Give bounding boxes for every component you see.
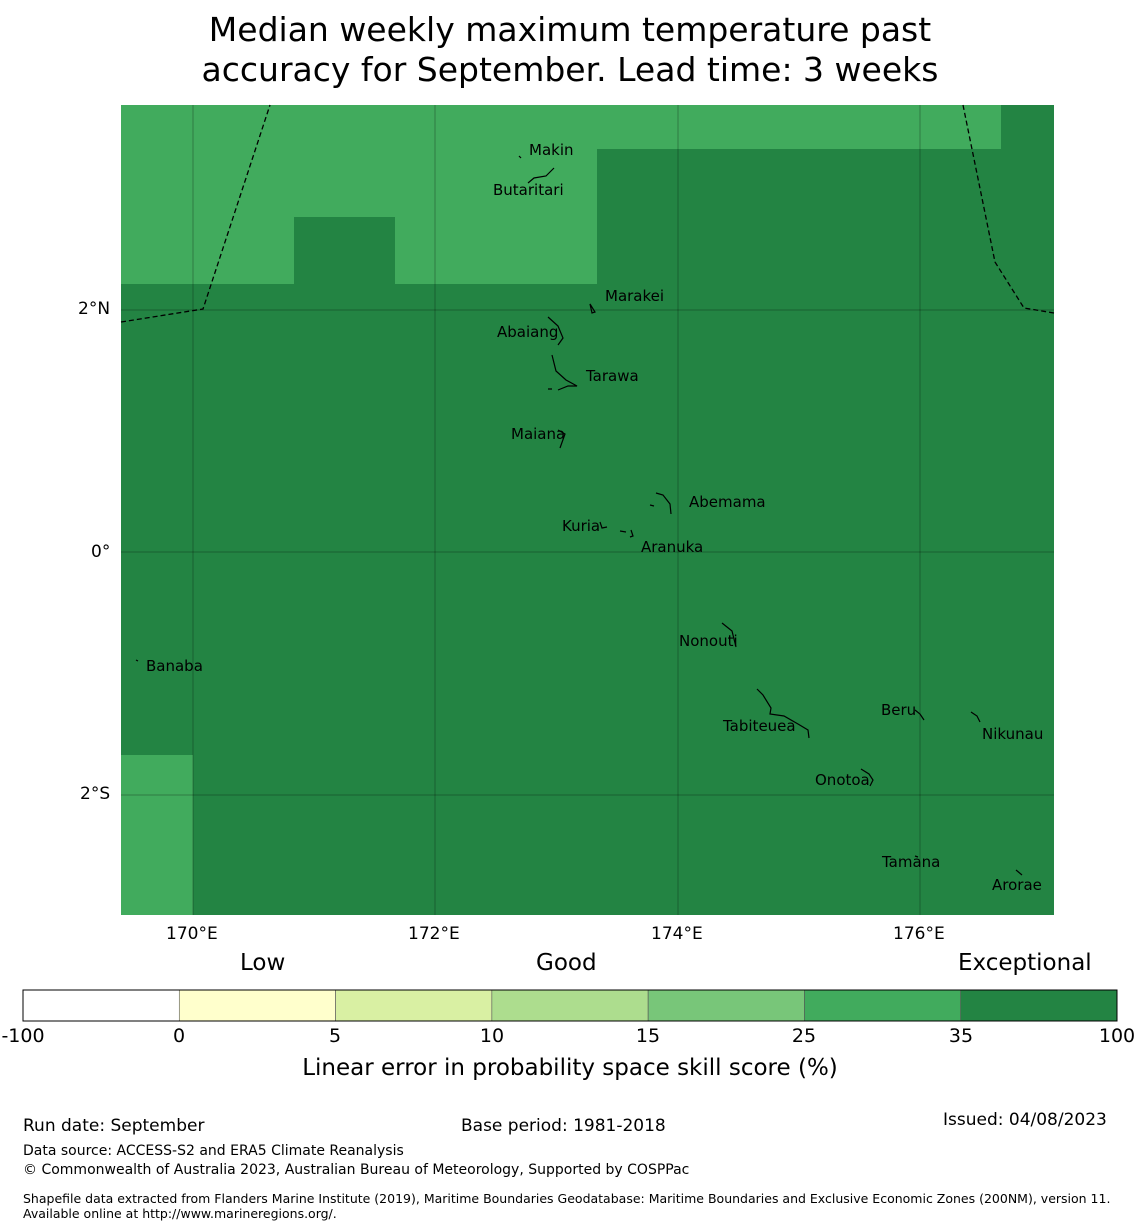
lon-label-172e: 172°E	[408, 924, 460, 944]
colorbar-label-good: Good	[536, 950, 597, 976]
colorbar-tick: 100	[1098, 1025, 1136, 1047]
colorbar-segment	[22, 989, 180, 1022]
colorbar-segment	[647, 989, 805, 1022]
colorbar-tick: 5	[328, 1025, 342, 1047]
eez-boundary-west	[120, 104, 271, 323]
shapefile-credit: Shapefile data extracted from Flanders M…	[23, 1191, 1111, 1221]
skill-region-southwest	[121, 755, 193, 915]
colorbar-tick: 15	[635, 1025, 661, 1047]
outline-arorae	[1015, 869, 1023, 876]
outline-marakei	[589, 303, 596, 314]
skill-region-north	[121, 105, 1001, 284]
label-abaiang: Abaiang	[497, 323, 558, 341]
outline-aranuka	[619, 529, 634, 538]
colorbar-caption: Linear error in probability space skill …	[302, 1055, 838, 1081]
colorbar-tick: 25	[791, 1025, 817, 1047]
outline-butaritari	[527, 167, 555, 184]
label-aranuka: Aranuka	[641, 538, 703, 556]
issued-date: Issued: 04/08/2023	[943, 1110, 1107, 1130]
island-labels: Makin Butaritari Marakei Abaiang Tarawa …	[146, 141, 1043, 894]
outline-kuria	[599, 521, 608, 529]
skill-map: Makin Butaritari Marakei Abaiang Tarawa …	[120, 104, 1055, 915]
outline-tabiteuea	[756, 688, 810, 739]
outline-abemama	[649, 492, 672, 515]
label-tamana: Tamana	[881, 853, 940, 871]
lon-label-174e: 174°E	[651, 924, 703, 944]
label-butaritari: Butaritari	[493, 181, 564, 199]
outline-nonouti	[721, 622, 737, 648]
lat-label-2s: 2°S	[80, 784, 111, 804]
label-marakei: Marakei	[605, 287, 664, 305]
label-arorae: Arorae	[992, 876, 1042, 894]
data-source: Data source: ACCESS-S2 and ERA5 Climate …	[23, 1143, 404, 1159]
colorbar-label-low: Low	[240, 950, 286, 976]
lat-label-2n: 2°N	[78, 299, 111, 319]
colorbar-segment	[960, 989, 1118, 1022]
colorbar-tick: 35	[948, 1025, 974, 1047]
title-line-1: Median weekly maximum temperature past	[208, 10, 932, 49]
lat-label-0: 0°	[91, 542, 111, 562]
colorbar-tick: 10	[479, 1025, 505, 1047]
outline-beru	[914, 709, 925, 721]
label-tabiteuea: Tabiteuea	[722, 717, 796, 735]
base-period: Base period: 1981-2018	[461, 1116, 666, 1136]
label-beru: Beru	[881, 701, 916, 719]
map-title: Median weekly maximum temperature past a…	[0, 10, 1140, 90]
run-date: Run date: September	[23, 1116, 205, 1136]
label-banaba: Banaba	[146, 657, 203, 675]
colorbar-label-exceptional: Exceptional	[958, 950, 1092, 976]
outline-nikunau	[970, 711, 981, 723]
label-makin: Makin	[529, 141, 574, 159]
colorbar-segment	[178, 989, 336, 1022]
lon-label-176e: 176°E	[893, 924, 945, 944]
colorbar-tick: -100	[1, 1025, 45, 1047]
colorbar-outline	[22, 989, 1118, 1022]
island-outlines	[135, 155, 1023, 876]
label-kuria: Kuria	[562, 517, 600, 535]
colorbar-tick: 0	[172, 1025, 186, 1047]
label-maiana: Maiana	[511, 425, 565, 443]
copyright: © Commonwealth of Australia 2023, Austra…	[23, 1162, 690, 1178]
outline-onotoa	[860, 768, 874, 787]
outline-makin	[518, 155, 522, 159]
label-abemama: Abemama	[689, 493, 766, 511]
label-nikunau: Nikunau	[982, 725, 1043, 743]
outline-maiana	[557, 429, 566, 449]
outline-banaba	[135, 659, 139, 662]
eez-boundary-east	[962, 104, 1055, 314]
label-tarawa: Tarawa	[585, 367, 639, 385]
outline-tamana	[914, 855, 919, 858]
colorbar	[22, 989, 1118, 1022]
lon-label-170e: 170°E	[166, 924, 218, 944]
label-nonouti: Nonouti	[679, 632, 738, 650]
colorbar-segment	[804, 989, 962, 1022]
outline-tarawa	[548, 354, 578, 391]
title-line-2: accuracy for September. Lead time: 3 wee…	[201, 50, 939, 89]
label-onotoa: Onotoa	[815, 771, 870, 789]
colorbar-segment	[335, 989, 493, 1022]
colorbar-segment	[491, 989, 649, 1022]
gridlines	[121, 105, 1054, 915]
outline-abaiang	[547, 316, 564, 346]
